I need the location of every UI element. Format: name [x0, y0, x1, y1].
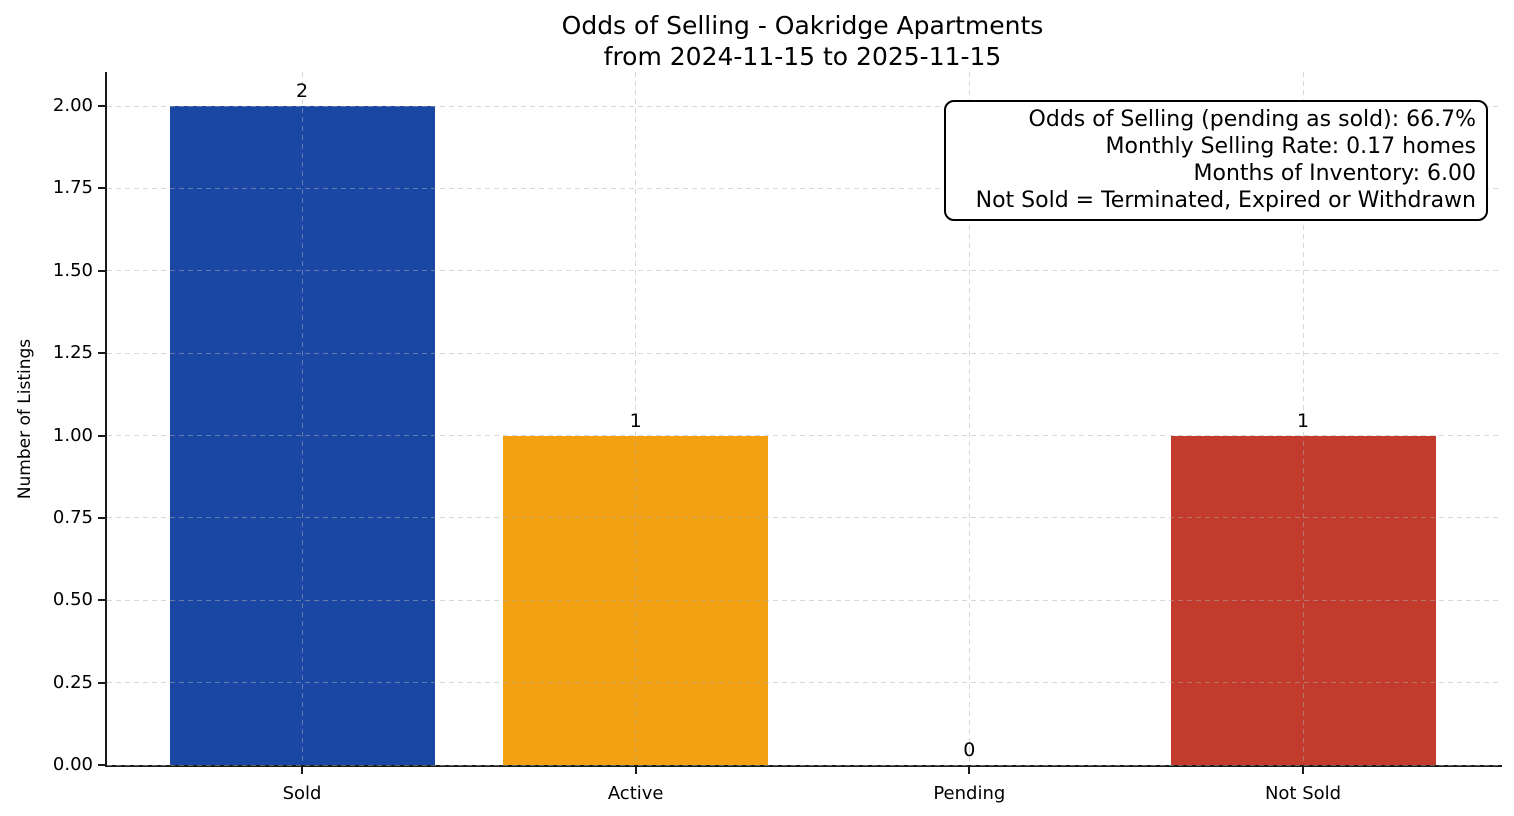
h-gridline: [107, 187, 1502, 189]
y-tick-label: 0.50: [52, 589, 93, 611]
x-tick-mark: [301, 767, 303, 774]
h-gridline: [107, 435, 1502, 436]
y-tick-label: 0.75: [52, 506, 93, 528]
x-tick-label-active: Active: [607, 783, 664, 804]
h-gridline: [107, 764, 1502, 766]
v-gridline: [968, 72, 970, 765]
y-tick-mark: [98, 599, 105, 602]
x-tick-label-sold: Sold: [282, 783, 322, 804]
bar-value-label-active: 1: [629, 409, 642, 432]
y-tick-mark: [98, 269, 105, 272]
y-tick-label: 0.00: [52, 754, 93, 775]
v-gridline: [301, 72, 303, 765]
h-gridline: [107, 352, 1502, 354]
y-tick-mark: [98, 681, 105, 684]
chart-title-line-1: Odds of Selling - Oakridge Apartments: [561, 11, 1044, 40]
y-tick-mark: [98, 105, 105, 107]
v-gridline: [1302, 72, 1304, 765]
x-tick-label-not-sold: Not Sold: [1264, 783, 1342, 804]
annotation-line-2: Monthly Selling Rate: 0.17 homes: [1105, 134, 1476, 159]
y-tick-label: 2.00: [52, 95, 93, 116]
x-tick-label-pending: Pending: [933, 783, 1006, 804]
y-tick-label: 0.25: [52, 671, 93, 693]
plot-area: 0.00 0.25 0.50 0.75 1.00 1.25 1.50 1.75 2.00 2 Sol…: [53, 72, 1502, 804]
y-tick-mark: [98, 434, 105, 437]
h-gridline: [107, 682, 1502, 684]
annotation-line-4: Not Sold = Terminated, Expired or Withdr…: [975, 188, 1476, 213]
x-tick-mark: [634, 767, 637, 774]
h-gridline: [107, 599, 1502, 601]
y-tick-mark: [98, 352, 105, 355]
y-tick-label: 1.50: [52, 259, 93, 281]
h-gridline: [107, 105, 1502, 107]
chart-title-line-2: from 2024-11-15 to 2025-11-15: [603, 42, 1002, 71]
h-gridline: [107, 270, 1502, 272]
annotation-box: Odds of Selling (pending as sold): 66.7%…: [944, 100, 1488, 221]
bar-value-label-pending: 0: [963, 739, 976, 761]
y-tick-label: 1.75: [52, 177, 93, 199]
y-tick-mark: [98, 764, 105, 766]
y-tick-mark: [98, 187, 105, 190]
v-gridline: [635, 72, 637, 765]
y-tick-mark: [98, 516, 105, 519]
annotation-line-3: Months of Inventory: 6.00: [1193, 161, 1476, 186]
x-tick-mark: [1302, 767, 1304, 774]
x-tick-mark: [968, 767, 971, 774]
h-gridline: [107, 517, 1502, 519]
bar-value-label-sold: 2: [295, 80, 309, 102]
annotation-line-1: Odds of Selling (pending as sold): 66.7%: [1028, 107, 1476, 132]
y-tick-label: 1.00: [52, 424, 93, 446]
bar-value-label-not-sold: 1: [1296, 409, 1310, 432]
chart-title: Odds of Selling - Oakridge Apartments fr…: [105, 10, 1500, 72]
y-tick-label: 1.25: [52, 342, 93, 364]
